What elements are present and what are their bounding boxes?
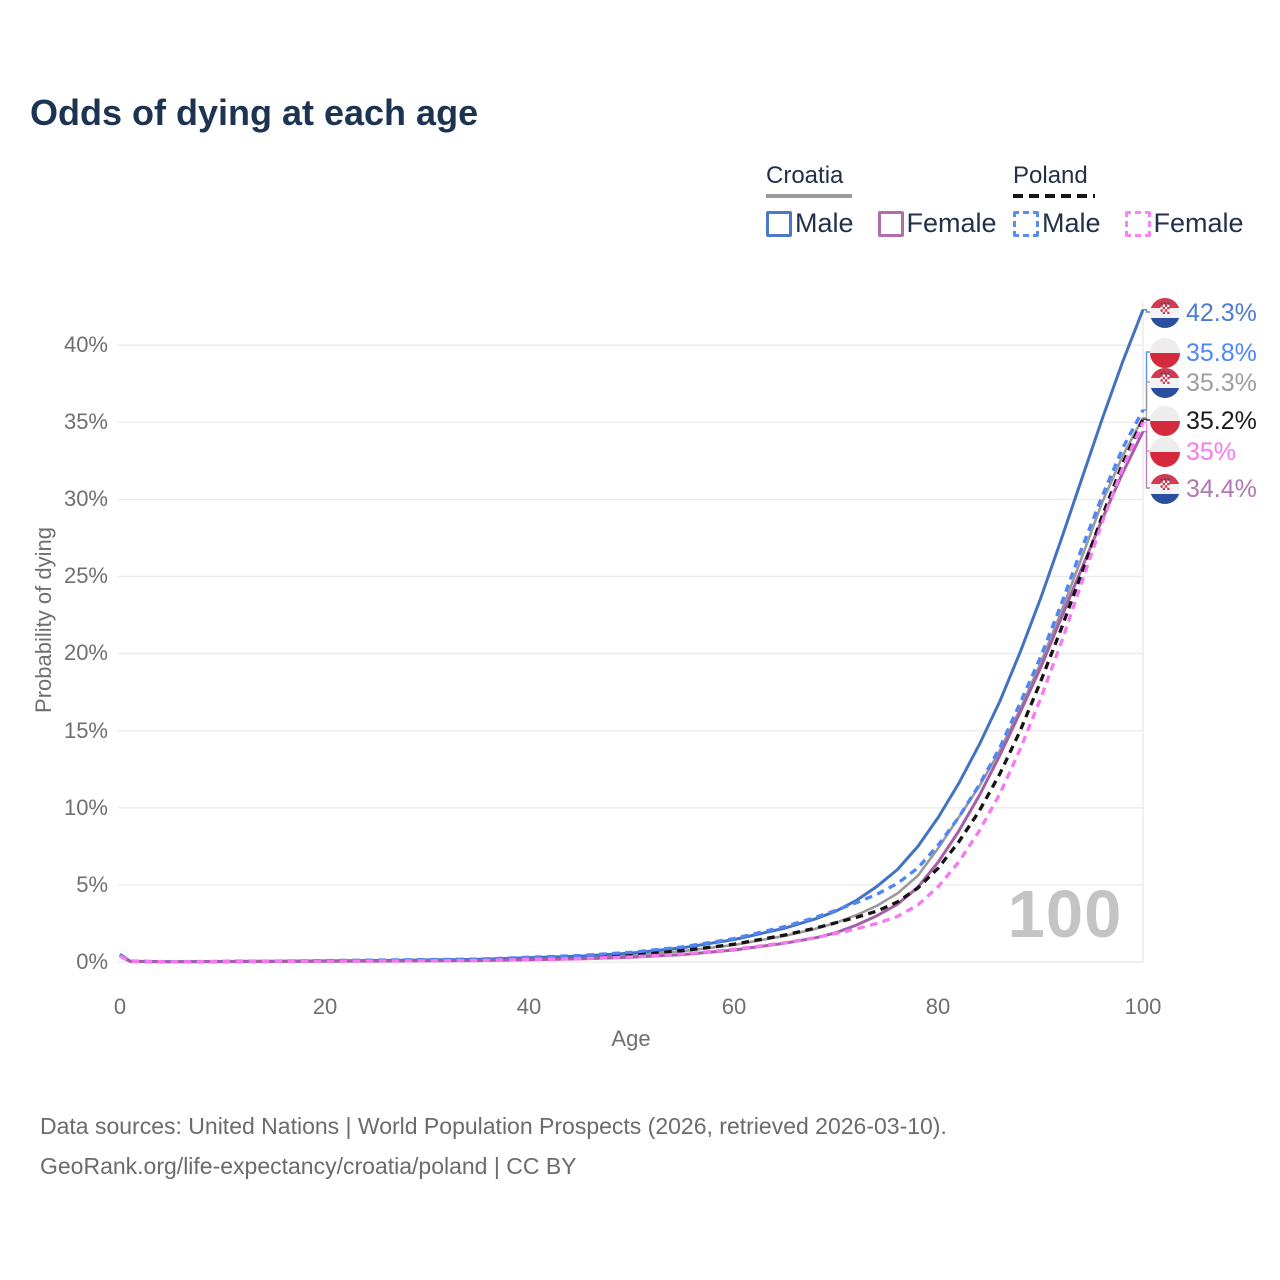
x-tick-0: 0 xyxy=(113,994,127,1019)
poland-female-swatch-icon xyxy=(1124,210,1151,237)
y-tick-25: 25% xyxy=(63,563,108,588)
legend-country-croatia[interactable]: Croatia xyxy=(766,162,844,189)
end-label-croatia-male: 42.3% xyxy=(1150,297,1257,329)
x-tick-80: 80 xyxy=(925,994,951,1019)
x-tick-40: 40 xyxy=(516,994,542,1019)
legend-group-croatia: Croatia Male Female xyxy=(766,162,1021,239)
end-label-poland-both: 35.2% xyxy=(1150,405,1257,437)
legend-item-poland-male[interactable]: Male xyxy=(1013,208,1101,239)
series-line-croatia-female xyxy=(119,430,1145,964)
y-tick-15: 15% xyxy=(63,718,108,743)
end-value: 34.4% xyxy=(1186,474,1257,503)
legend-underline-croatia-solid xyxy=(766,194,852,198)
poland-male-swatch-icon xyxy=(1013,210,1039,237)
series-line-poland-female xyxy=(119,421,1145,964)
y-tick-35: 35% xyxy=(63,409,108,434)
x-axis-title: Age xyxy=(611,1026,651,1051)
end-value: 35.2% xyxy=(1186,406,1257,435)
y-tick-10: 10% xyxy=(63,795,108,820)
legend-label: Male xyxy=(795,208,854,238)
data-source-note: Data sources: United Nations | World Pop… xyxy=(40,1106,947,1186)
x-tick-100: 100 xyxy=(1124,994,1162,1019)
croatia-female-swatch-icon xyxy=(877,210,904,237)
croatia-flag-icon xyxy=(1150,368,1180,398)
age-counter-watermark: 100 xyxy=(1007,877,1123,952)
croatia-male-swatch-icon xyxy=(766,210,792,237)
y-tick-5: 5% xyxy=(76,872,108,897)
y-axis-title: Probability of dying xyxy=(31,527,56,713)
series-line-croatia-male xyxy=(119,309,1145,964)
legend-item-croatia-male[interactable]: Male xyxy=(766,208,854,239)
leader-line xyxy=(1143,381,1150,419)
end-label-croatia-both: 35.3% xyxy=(1150,367,1257,399)
x-tick-20: 20 xyxy=(312,994,338,1019)
legend-country-poland[interactable]: Poland xyxy=(1013,162,1088,189)
croatia-flag-icon xyxy=(1150,474,1180,504)
leader-line xyxy=(1143,418,1150,421)
poland-flag-icon xyxy=(1150,406,1180,436)
end-label-poland-female: 35% xyxy=(1150,436,1236,468)
end-value: 35.8% xyxy=(1186,338,1257,367)
data-source-line1: Data sources: United Nations | World Pop… xyxy=(40,1113,947,1139)
legend-underline-poland-dashed xyxy=(1013,194,1095,198)
y-tick-0: 0% xyxy=(76,949,108,974)
leader-line xyxy=(1143,309,1150,313)
legend-item-croatia-female[interactable]: Female xyxy=(877,208,997,239)
y-tick-30: 30% xyxy=(63,486,108,511)
poland-flag-icon xyxy=(1150,437,1180,467)
end-value: 35.3% xyxy=(1186,368,1257,397)
end-label-croatia-female: 34.4% xyxy=(1150,473,1257,505)
croatia-flag-icon xyxy=(1150,298,1180,328)
x-tick-60: 60 xyxy=(721,994,747,1019)
leader-line xyxy=(1143,430,1150,489)
series-line-poland-male xyxy=(119,409,1145,964)
legend-group-poland: Poland Male Female xyxy=(1013,162,1268,239)
y-tick-20: 20% xyxy=(63,640,108,665)
legend-label: Male xyxy=(1042,208,1101,238)
end-value: 42.3% xyxy=(1186,298,1257,327)
poland-flag-icon xyxy=(1150,338,1180,368)
data-source-line2: GeoRank.org/life-expectancy/croatia/pola… xyxy=(40,1153,577,1179)
legend-label: Female xyxy=(906,208,997,238)
series-line-poland-both xyxy=(119,418,1145,964)
y-tick-40: 40% xyxy=(63,332,108,357)
page-title: Odds of dying at each age xyxy=(30,92,479,133)
end-value: 35% xyxy=(1186,437,1237,466)
end-label-poland-male: 35.8% xyxy=(1150,337,1257,369)
legend-label: Female xyxy=(1153,208,1244,238)
legend-item-poland-female[interactable]: Female xyxy=(1124,208,1244,239)
leader-line xyxy=(1143,351,1150,411)
